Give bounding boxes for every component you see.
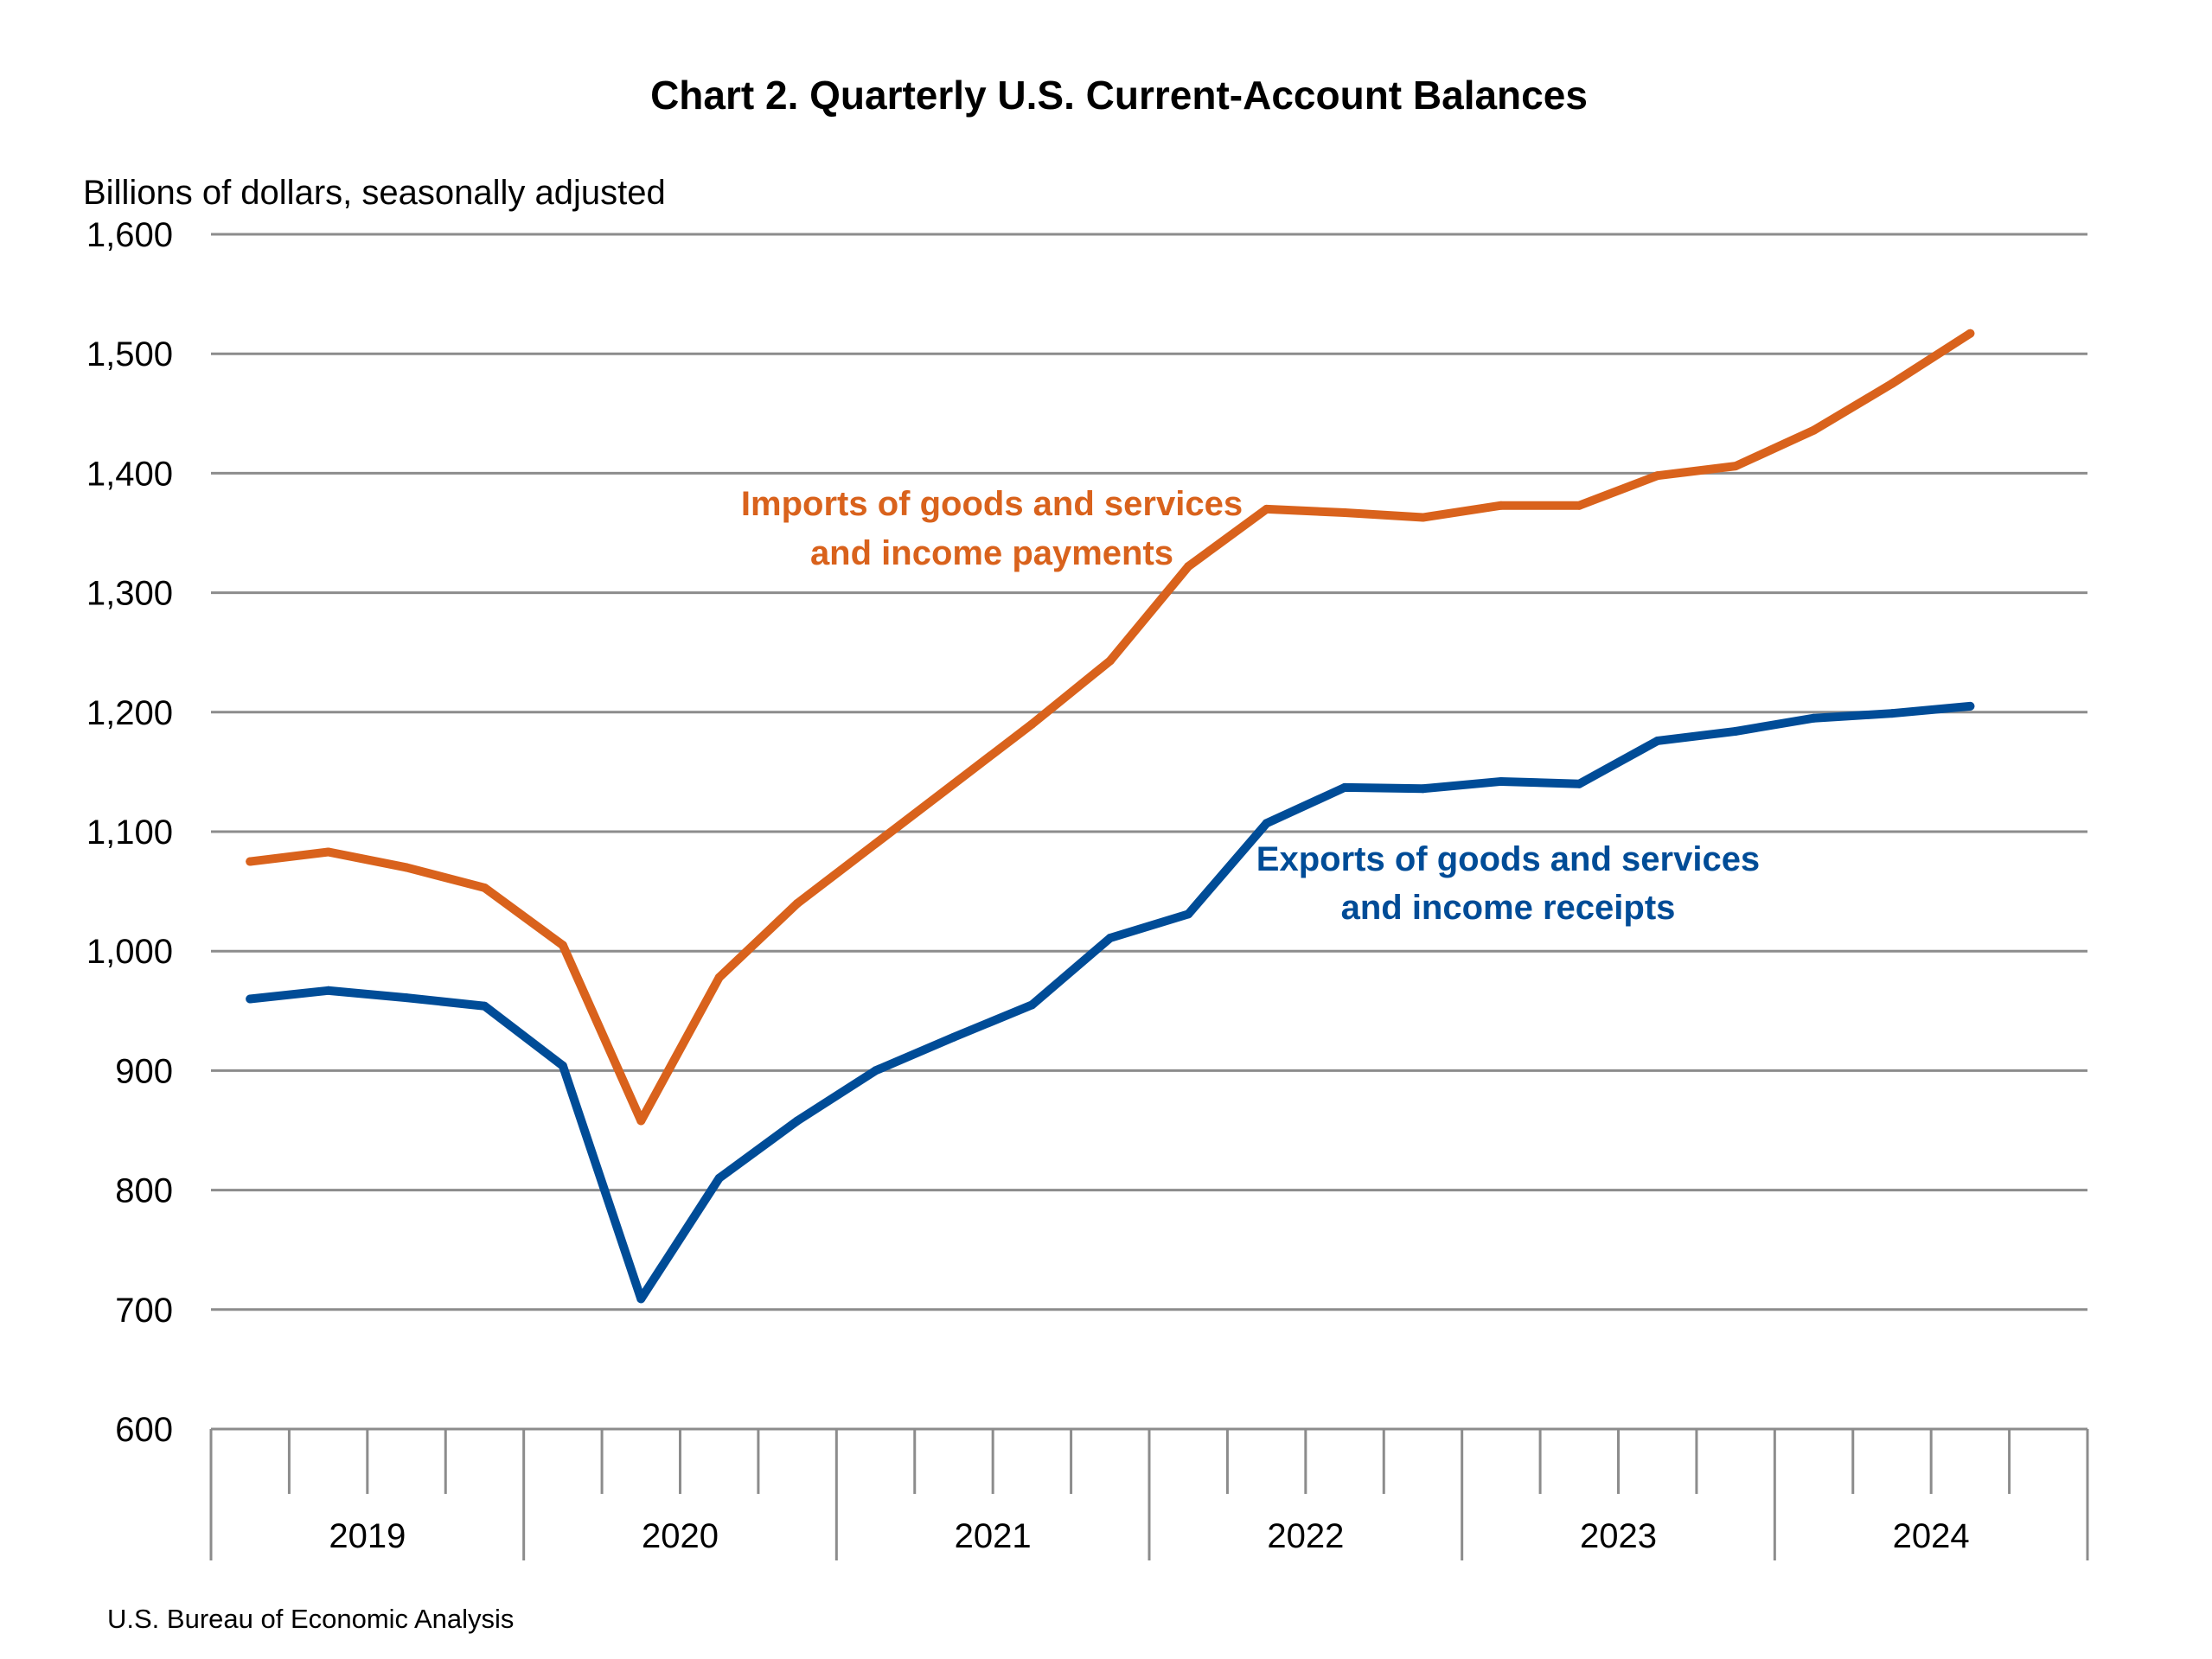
imports-data-point: [1575, 501, 1584, 510]
gridlines: [211, 233, 2087, 1311]
exports-data-point: [636, 1294, 646, 1304]
x-tick-label-year: 2024: [1893, 1517, 1970, 1555]
y-tick-label: 1,600: [86, 216, 173, 254]
imports-data-point: [1809, 425, 1819, 435]
imports-data-point: [1262, 504, 1271, 514]
y-tick-label: 1,200: [86, 694, 173, 732]
imports-data-point: [1731, 462, 1741, 471]
x-tick-label-year: 2023: [1580, 1517, 1657, 1555]
imports-data-point: [871, 839, 880, 848]
exports-data-point: [871, 1066, 880, 1075]
imports-data-point: [714, 973, 724, 982]
exports-series-label-line1: Exports of goods and services: [1256, 840, 1760, 878]
imports-data-point: [480, 883, 489, 892]
exports-data-point: [480, 1001, 489, 1011]
imports-data-point: [1184, 562, 1193, 571]
exports-data-point: [1731, 726, 1741, 736]
imports-data-point: [1105, 656, 1115, 666]
exports-data-point: [1809, 713, 1819, 723]
y-axis-label: Billions of dollars, seasonally adjusted: [83, 174, 666, 212]
x-axis: 2019 2020 2021 2022 2023 2024: [209, 1427, 2089, 1560]
imports-data-point: [1027, 719, 1037, 729]
exports-data-point: [323, 986, 333, 995]
exports-data-point: [793, 1116, 802, 1126]
imports-data-point: [323, 847, 333, 857]
source-note: U.S. Bureau of Economic Analysis: [107, 1604, 514, 1634]
imports-series-label-line2: and income payments: [810, 534, 1173, 572]
y-tick-label: 1,300: [86, 575, 173, 613]
exports-data-point: [1105, 933, 1115, 942]
y-tick-label: 800: [115, 1172, 173, 1210]
exports-data-point: [1496, 776, 1506, 786]
imports-data-point: [1653, 471, 1662, 481]
y-tick-label: 700: [115, 1292, 173, 1330]
imports-data-point: [1496, 501, 1506, 510]
exports-data-point: [402, 993, 412, 1003]
imports-data-point: [1887, 379, 1896, 388]
exports-data-point: [1340, 782, 1350, 792]
imports-series-line: [246, 329, 1975, 1126]
x-tick-label-year: 2020: [642, 1517, 719, 1555]
y-tick-label: 1,500: [86, 335, 173, 373]
exports-data-point: [1418, 784, 1428, 794]
y-tick-label: 900: [115, 1052, 173, 1090]
y-tick-labels: 600 700 800 900 1,000 1,100 1,200 1,300 1,400 1,5…: [86, 216, 173, 1449]
exports-data-point: [1887, 709, 1896, 718]
y-tick-label: 1,400: [86, 455, 173, 493]
imports-data-point: [636, 1116, 646, 1126]
imports-series-label-line1: Imports of goods and services: [741, 485, 1243, 523]
exports-data-point: [949, 1032, 958, 1042]
imports-data-point: [1418, 513, 1428, 522]
exports-data-point: [1184, 909, 1193, 919]
imports-data-point: [558, 941, 567, 950]
exports-data-point: [714, 1173, 724, 1183]
imports-data-point: [793, 898, 802, 908]
imports-data-point: [402, 863, 412, 872]
imports-data-point: [246, 857, 255, 866]
x-tick-label-year: 2019: [329, 1517, 406, 1555]
y-tick-label: 1,000: [86, 933, 173, 971]
exports-data-point: [558, 1061, 567, 1070]
x-tick-label-year: 2022: [1267, 1517, 1344, 1555]
x-tick-label-year: 2021: [955, 1517, 1032, 1555]
imports-data-point: [1966, 329, 1975, 338]
exports-data-point: [1653, 736, 1662, 745]
y-tick-label: 1,100: [86, 814, 173, 852]
y-tick-label: 600: [115, 1411, 173, 1449]
exports-data-point: [1966, 701, 1975, 711]
exports-data-point: [1262, 819, 1271, 828]
exports-data-point: [1575, 779, 1584, 788]
exports-data-point: [246, 994, 255, 1004]
exports-series-line: [246, 701, 1975, 1304]
chart-title: Chart 2. Quarterly U.S. Current-Account …: [650, 73, 1588, 118]
series-lines: [246, 329, 1975, 1304]
imports-data-point: [1340, 508, 1350, 518]
exports-series-label-line2: and income receipts: [1341, 889, 1676, 927]
imports-data-point: [949, 779, 958, 788]
exports-data-point: [1027, 1000, 1037, 1010]
